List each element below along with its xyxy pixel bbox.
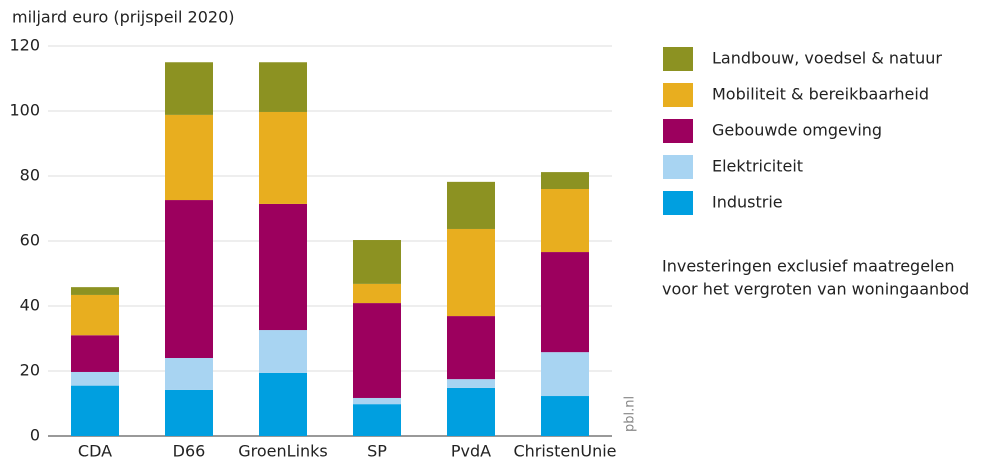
bar-segment [165, 200, 213, 358]
y-tick-label: 20 [20, 361, 40, 380]
bar-segment [71, 294, 119, 336]
y-tick-label: 40 [20, 296, 40, 315]
bar-segment [165, 358, 213, 390]
bar-segment [541, 352, 589, 397]
legend-swatch [663, 47, 693, 71]
y-tick-label: 0 [30, 426, 40, 445]
bar-segment [165, 62, 213, 115]
bar-segment [71, 335, 119, 372]
y-axis-label: miljard euro (prijspeil 2020) [12, 8, 235, 27]
bar-segment [447, 379, 495, 388]
bar-segment [541, 252, 589, 353]
bar-segment [447, 387, 495, 436]
bar-segment [541, 172, 589, 189]
annotation: Investeringen exclusief maatregelen [662, 257, 954, 276]
bar-segment [447, 181, 495, 229]
annotation: voor het vergroten van woningaanbod [662, 280, 969, 299]
legend-swatch [663, 119, 693, 143]
legend-label: Industrie [712, 193, 783, 212]
bar-segment [541, 189, 589, 253]
x-tick-label: ChristenUnie [513, 442, 616, 459]
x-tick-label: D66 [173, 442, 206, 459]
x-tick-label: PvdA [451, 442, 491, 459]
bar-segment [259, 372, 307, 436]
legend-swatch [663, 155, 693, 179]
bar-segment [71, 371, 119, 386]
x-tick-label: SP [367, 442, 387, 459]
y-tick-label: 60 [20, 231, 40, 250]
bar-segment [541, 396, 589, 436]
legend-label: Landbouw, voedsel & natuur [712, 49, 942, 68]
bar-segment [259, 330, 307, 373]
bar-segment [259, 62, 307, 112]
bar-segment [165, 389, 213, 436]
bar-segment [447, 228, 495, 317]
legend-swatch [663, 191, 693, 215]
bar-segment [353, 283, 401, 304]
y-tick-label: 120 [9, 36, 40, 55]
legend-label: Elektriciteit [712, 157, 803, 176]
bar-segment [259, 203, 307, 331]
bar-segment [259, 111, 307, 204]
bar-segment [353, 303, 401, 398]
bar-segment [447, 316, 495, 380]
source: pbl.nl [623, 396, 638, 432]
legend-label: Mobiliteit & bereikbaarheid [712, 85, 929, 104]
bar-segment [71, 287, 119, 295]
bar-segment [353, 404, 401, 436]
y-tick-label: 80 [20, 166, 40, 185]
legend-label: Gebouwde omgeving [712, 121, 882, 140]
bar-segment [165, 114, 213, 201]
bar-segment [71, 385, 119, 436]
legend-swatch [663, 83, 693, 107]
x-tick-label: CDA [78, 442, 112, 459]
y-tick-label: 100 [9, 101, 40, 120]
bar-segment [353, 240, 401, 284]
bar-segment [353, 397, 401, 405]
x-tick-label: GroenLinks [238, 442, 328, 459]
